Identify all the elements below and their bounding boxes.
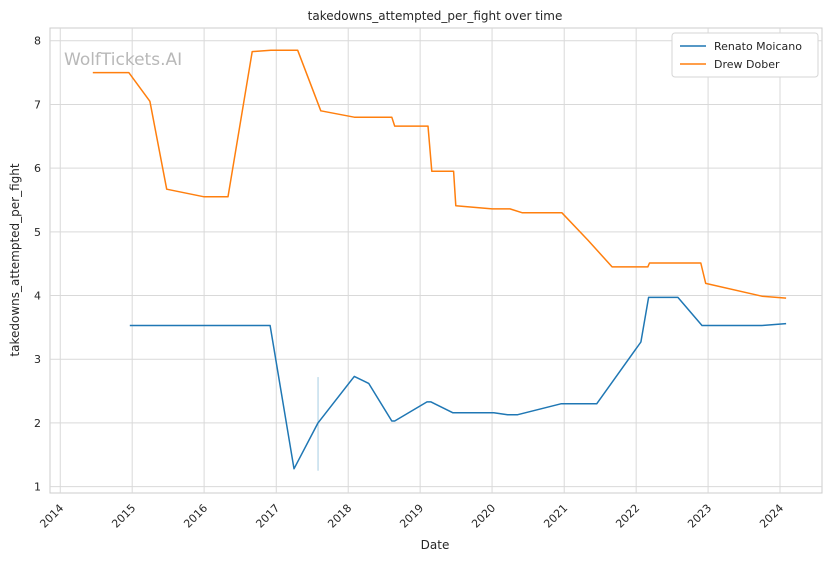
y-tick-label: 8 — [34, 35, 41, 48]
y-tick-label: 4 — [34, 290, 41, 303]
series-layer — [92, 49, 787, 471]
series-line-renato-moicano — [129, 296, 787, 470]
legend-box — [671, 32, 819, 78]
y-tick-label: 1 — [34, 481, 41, 494]
chart-title: takedowns_attempted_per_fight over time — [308, 9, 563, 23]
y-tick-label: 5 — [34, 226, 41, 239]
series-line-drew-dober — [92, 49, 787, 299]
y-axis-label: takedowns_attempted_per_fight — [8, 163, 22, 356]
legend: Renato Moicano Drew Dober — [671, 32, 819, 78]
watermark: WolfTickets.AI — [64, 50, 182, 70]
y-tick-label: 2 — [34, 417, 41, 430]
y-tick-label: 6 — [34, 162, 41, 175]
legend-label-drew-dober: Drew Dober — [714, 58, 780, 71]
y-tick-label: 7 — [34, 98, 41, 111]
y-axis-ticks: 1 2 3 4 5 6 7 8 — [34, 35, 41, 494]
legend-label-renato-moicano: Renato Moicano — [714, 40, 802, 53]
x-axis-label: Date — [421, 538, 450, 552]
plot-border — [49, 27, 823, 494]
y-tick-label: 3 — [34, 353, 41, 366]
plot-area — [49, 27, 823, 494]
